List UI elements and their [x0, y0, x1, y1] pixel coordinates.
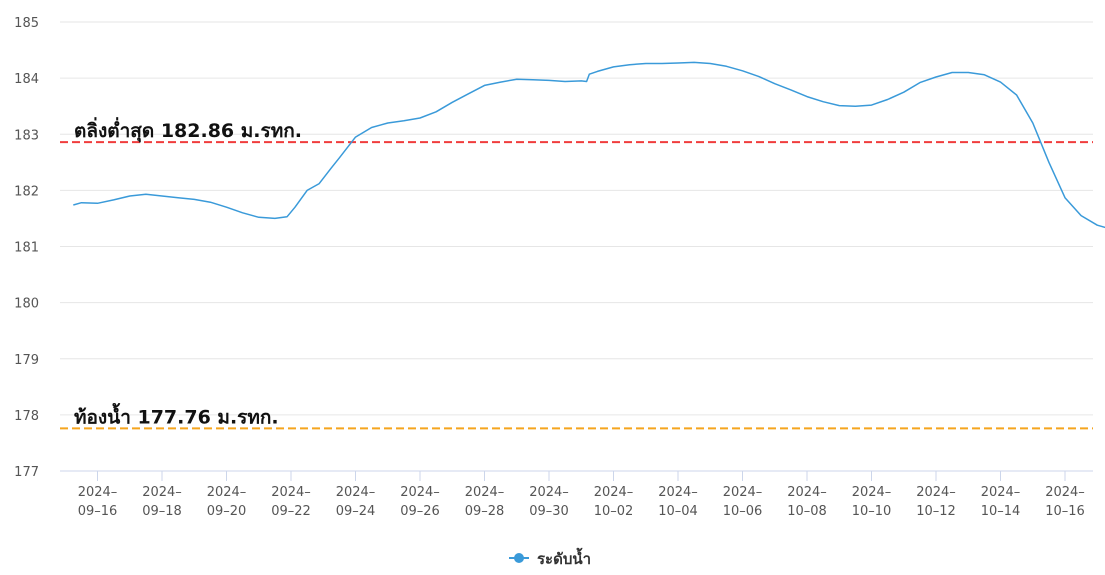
- legend[interactable]: ระดับน้ำ: [509, 547, 591, 568]
- x-tick-label: 2024– 09–24: [336, 485, 376, 519]
- series-layer: [73, 61, 1105, 229]
- x-tick-label: 2024– 09–26: [400, 485, 440, 519]
- x-tick-label: 2024– 09–30: [529, 485, 569, 519]
- x-tick-label: 2024– 10–10: [852, 485, 892, 519]
- y-axis: 177 178 179 180 181 182 183 184 185: [14, 16, 39, 480]
- x-tick-label: 2024– 10–14: [981, 485, 1021, 519]
- legend-dot-marker: [514, 553, 524, 563]
- y-tick-label: 185: [14, 16, 39, 31]
- x-axis: 2024– 09–16 2024– 09–18 2024– 09–20 2024– 09–22…: [78, 471, 1085, 519]
- reference-lines: ตลิ่งต่ำสุด 182.86 ม.รทก. ท้องน้ำ 177.76 …: [60, 117, 1093, 430]
- y-tick-label: 184: [14, 72, 39, 87]
- x-tick-label: 2024– 10–04: [658, 485, 698, 519]
- y-tick-label: 177: [14, 465, 39, 480]
- y-gridlines: [60, 21, 1093, 472]
- x-tick-label: 2024– 10–06: [723, 485, 763, 519]
- y-tick-label: 178: [14, 409, 39, 424]
- x-tick-label: 2024– 09–18: [142, 485, 182, 519]
- min-bank-label: ตลิ่งต่ำสุด 182.86 ม.รทก.: [74, 117, 302, 143]
- x-tick-label: 2024– 10–16: [1045, 485, 1085, 519]
- legend-label[interactable]: ระดับน้ำ: [537, 547, 591, 568]
- y-tick-label: 180: [14, 297, 39, 312]
- x-tick-label: 2024– 09–22: [271, 485, 311, 519]
- y-tick-label: 183: [14, 128, 39, 143]
- y-tick-label: 181: [14, 241, 39, 256]
- x-tick-label: 2024– 09–20: [207, 485, 247, 519]
- x-tick-label: 2024– 10–02: [594, 485, 634, 519]
- riverbed-label: ท้องน้ำ 177.76 ม.รทก.: [74, 402, 279, 428]
- y-tick-label: 182: [14, 184, 39, 199]
- water-level-line: [73, 61, 1105, 229]
- x-tick-label: 2024– 10–08: [787, 485, 827, 519]
- x-tick-label: 2024– 09–28: [465, 485, 505, 519]
- x-tick-label: 2024– 10–12: [916, 485, 956, 519]
- x-tick-label: 2024– 09–16: [78, 485, 118, 519]
- y-tick-label: 179: [14, 353, 39, 368]
